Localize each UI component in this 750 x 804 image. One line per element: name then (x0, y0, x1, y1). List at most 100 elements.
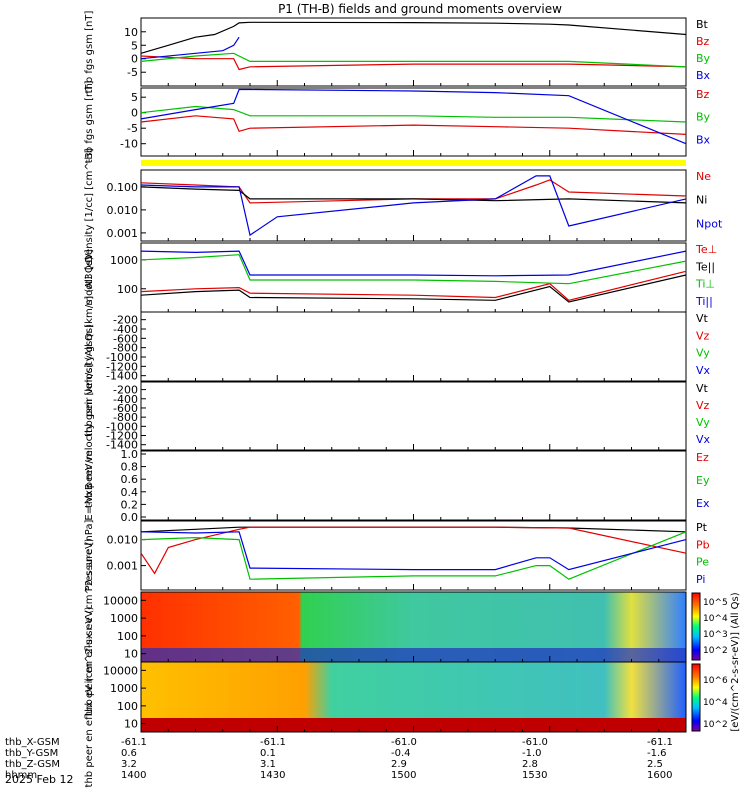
colorbar-tick-label: 10^2 (703, 646, 728, 656)
legend-entry: By (696, 52, 711, 65)
legend-entry: Vz (696, 329, 710, 342)
panel-8: 0.010 0.001 Pressure [nPa] Pt Pb Pe Pi (84, 520, 710, 592)
y-tick-label: 5 (131, 91, 138, 104)
series-Ne (140, 179, 687, 204)
colorbar-label: [eV/(cm^2-s-sr-eV)] (All Qs) (730, 592, 741, 731)
y-tick-label: -5 (127, 122, 138, 135)
y-axis-label: thb fgs gsm [nT] (84, 81, 95, 164)
y-tick-label: 0 (131, 53, 138, 66)
y-tick-label: 0.001 (107, 560, 139, 573)
legend-entry: Pe (696, 556, 709, 569)
y-tick-label: -200 (113, 384, 138, 397)
ephem-value: -61.1 (260, 737, 286, 748)
y-tick-label: 0 (131, 107, 138, 120)
footer-date: 2025 Feb 12 (5, 773, 73, 786)
y-tick-label: 0.001 (107, 227, 139, 240)
legend-entry: Vy (696, 347, 710, 360)
colorbar-group: 10^5 10^4 10^3 10^2 10^6 10^4 10^2 [eV/(cm^2-s-… (691, 592, 741, 732)
legend-entry: Pt (696, 521, 708, 534)
series-By (140, 105, 687, 123)
series-Bz (140, 115, 687, 135)
legend-entry: Bx (696, 133, 711, 146)
panel-frame (140, 169, 687, 242)
legend-entry: Npot (696, 217, 723, 230)
series-Pi (140, 531, 687, 571)
colorbar-tick-label: 10^6 (703, 676, 728, 686)
y-axis-label: thb peer en eflux eV (cm^2-s-sr-eV) (84, 606, 95, 787)
ephem-value: 0.1 (260, 748, 276, 759)
y-tick-label: -800 (113, 342, 138, 355)
series-Bz (140, 55, 687, 71)
y-tick-label: 0.010 (107, 204, 139, 217)
legend-entry: Ez (696, 451, 709, 464)
series-Pe (140, 531, 687, 580)
legend-entry: Ti|| (695, 295, 713, 308)
y-tick-label: -1000 (106, 420, 138, 433)
colorbar-tick-label: 10^3 (703, 630, 728, 640)
mode-bar (141, 160, 686, 166)
y-axis-label: thb fgs gsm [nT] (84, 11, 95, 94)
y-tick-label: -400 (113, 393, 138, 406)
legend-entry: Vy (696, 416, 710, 429)
legend-entry: Ni (696, 194, 707, 207)
series-Ti|| (140, 250, 687, 277)
y-tick-label: 10 (124, 648, 138, 661)
legend-entry: Vt (696, 382, 709, 395)
y-tick-label: 0.8 (121, 461, 139, 474)
y-tick-label: 10 (124, 26, 138, 39)
series-Npot (140, 175, 687, 237)
y-tick-label: -1400 (106, 370, 138, 383)
legend-entry: Bz (696, 35, 710, 48)
y-axis-label: Density [1/cc] [cm^-3] (84, 148, 95, 262)
ephem-value: 2.8 (522, 759, 538, 770)
y-tick-label: 1000 (110, 254, 138, 267)
series-Bt (140, 21, 687, 54)
series-Te|| (140, 274, 687, 303)
y-tick-label: 100 (117, 700, 138, 713)
legend-entry: Ex (696, 497, 710, 510)
y-tick-label: -10 (120, 138, 138, 151)
ephem-label: hhmm (5, 770, 37, 781)
ephem-label: thb_Z-GSM (5, 759, 60, 770)
y-tick-label: 10000 (103, 664, 138, 677)
y-tick-label: 5 (131, 39, 138, 52)
panel-frame (140, 242, 687, 313)
y-axis-label: thb peir en eflux eV (cm^2-s-sr-eV) (84, 538, 95, 716)
y-tick-label: 0.6 (121, 473, 139, 486)
y-tick-label: 0.4 (121, 486, 139, 499)
ephem-value: -0.4 (391, 748, 411, 759)
panel-frame (140, 450, 687, 521)
y-axis-label: thb peer velocity gsm [km/s] (All Qs) (84, 324, 95, 508)
series-Te⊥ (140, 270, 687, 301)
y-tick-label: -1200 (106, 360, 138, 373)
legend-entry: By (696, 111, 711, 124)
series-Pb (140, 526, 687, 575)
y-tick-label: -1200 (106, 430, 138, 443)
y-tick-label: 100 (117, 283, 138, 296)
y-axis-label: E=-VxB mV/m (84, 450, 95, 520)
panel-3: 0.100 0.010 0.001 Density [1/cc] [cm^-3] Ne N… (84, 148, 723, 262)
series-Bx (140, 88, 687, 145)
legend-entry: Bt (696, 18, 709, 31)
legend-entry: Ey (696, 474, 710, 487)
ephem-value: 1400 (121, 770, 146, 781)
ephem-value: 1600 (647, 770, 672, 781)
y-tick-label: -5 (127, 66, 138, 79)
ephem-value: -1.6 (647, 748, 667, 759)
ephemeris-table: thb_X-GSM -61.1 -61.1 -61.0 -61.0 -61.1 thb_Y-… (5, 737, 673, 781)
y-tick-label: 1.0 (121, 448, 139, 461)
y-tick-label: -1000 (106, 351, 138, 364)
y-tick-label: -600 (113, 402, 138, 415)
chart-title: P1 (TH-B) fields and ground moments over… (278, 2, 562, 16)
y-tick-label: -800 (113, 411, 138, 424)
series-Pt (140, 526, 687, 533)
legend-entry: Vt (696, 312, 709, 325)
legend-entry: Ne (696, 170, 711, 183)
legend-entry: Te⊥ (695, 243, 717, 256)
y-tick-label: -200 (113, 314, 138, 327)
legend-entry: Te|| (695, 260, 715, 273)
ion-colorbar (691, 592, 701, 661)
